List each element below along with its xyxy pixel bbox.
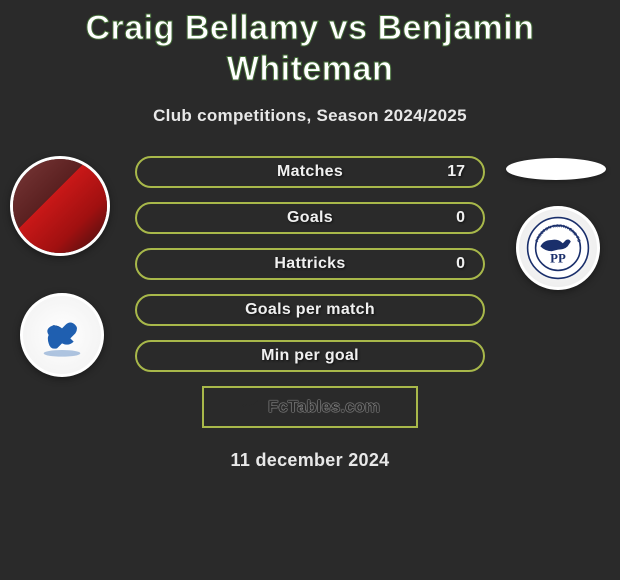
stat-value: 0 xyxy=(456,209,465,227)
title-vs: vs xyxy=(329,9,368,47)
stat-row-gpm: Goals per match xyxy=(135,294,485,326)
stat-label: Goals per match xyxy=(245,301,375,319)
player-a-crest xyxy=(20,293,104,377)
date: 11 december 2024 xyxy=(0,450,620,471)
player-b-oval xyxy=(506,158,606,180)
stat-label: Hattricks xyxy=(274,255,345,273)
subtitle: Club competitions, Season 2024/2025 xyxy=(0,106,620,126)
brand-text: FcTables.com xyxy=(268,397,380,417)
player-a-photo-placeholder xyxy=(13,159,107,253)
page-title: Craig Bellamy vs Benjamin Whiteman xyxy=(0,8,620,90)
stat-value: 0 xyxy=(456,255,465,273)
stat-row-mpg: Min per goal xyxy=(135,340,485,372)
stats-area: PP PRESTON NORTH END FC Matches 17 Goals… xyxy=(0,156,620,471)
player-a-photo xyxy=(10,156,110,256)
stat-row-goals: Goals 0 xyxy=(135,202,485,234)
bluebird-icon xyxy=(37,310,87,360)
stat-value: 17 xyxy=(447,163,465,181)
stat-label: Goals xyxy=(287,209,333,227)
chart-icon xyxy=(240,398,262,416)
stat-label: Matches xyxy=(277,163,343,181)
svg-text:PP: PP xyxy=(550,251,566,265)
title-player-a: Craig Bellamy xyxy=(85,9,318,47)
stat-row-hattricks: Hattricks 0 xyxy=(135,248,485,280)
pne-crest-icon: PP PRESTON NORTH END FC xyxy=(526,216,590,280)
stat-row-matches: Matches 17 xyxy=(135,156,485,188)
stat-label: Min per goal xyxy=(261,347,359,365)
brand-box: FcTables.com xyxy=(202,386,418,428)
player-b-crest: PP PRESTON NORTH END FC xyxy=(516,206,600,290)
